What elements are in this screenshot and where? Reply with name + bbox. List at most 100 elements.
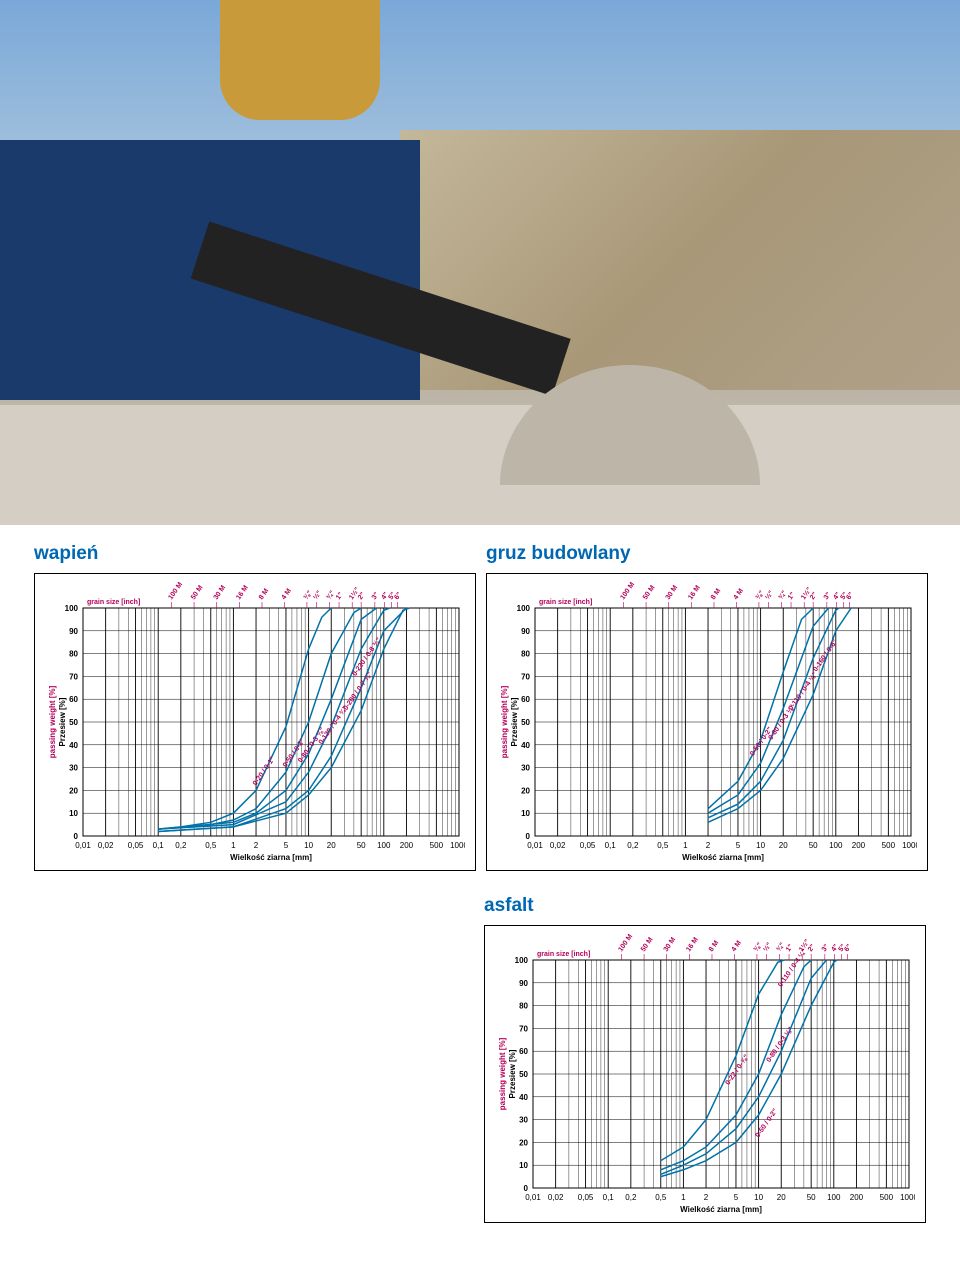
svg-text:6": 6" <box>845 591 855 601</box>
svg-text:Wielkość ziarna [mm]: Wielkość ziarna [mm] <box>230 853 312 862</box>
svg-text:50: 50 <box>809 841 818 850</box>
svg-text:80: 80 <box>519 1002 528 1011</box>
svg-text:2: 2 <box>254 841 259 850</box>
svg-text:0: 0 <box>526 832 531 841</box>
chart-svg-gruz: 01020304050607080901000,010,020,050,10,2… <box>497 580 917 870</box>
chart-svg-wapien: 01020304050607080901000,010,020,050,10,2… <box>45 580 465 870</box>
svg-text:1000: 1000 <box>900 1193 915 1202</box>
svg-text:5: 5 <box>736 841 741 850</box>
svg-text:0: 0 <box>524 1184 529 1193</box>
svg-text:1: 1 <box>231 841 236 850</box>
hero-bucket <box>220 0 380 120</box>
svg-text:0,02: 0,02 <box>550 841 566 850</box>
hero-image <box>0 0 960 525</box>
svg-text:grain size [inch]: grain size [inch] <box>537 951 590 958</box>
svg-text:500: 500 <box>882 841 896 850</box>
svg-text:0,01: 0,01 <box>75 841 91 850</box>
svg-text:60: 60 <box>69 695 78 704</box>
svg-text:Wielkość ziarna [mm]: Wielkość ziarna [mm] <box>682 853 764 862</box>
svg-text:1": 1" <box>785 943 795 953</box>
svg-text:100: 100 <box>827 1193 841 1202</box>
svg-text:0,2: 0,2 <box>625 1193 637 1202</box>
svg-text:0,5: 0,5 <box>205 841 217 850</box>
chart-title-wapien: wapień <box>34 543 476 565</box>
svg-text:½": ½" <box>761 941 773 953</box>
chart-asfalt-col: asfalt 01020304050607080901000,010,020,0… <box>484 895 926 1223</box>
svg-text:0,1: 0,1 <box>153 841 165 850</box>
svg-text:30 M: 30 M <box>665 584 680 601</box>
svg-text:3": 3" <box>821 943 831 953</box>
svg-text:6": 6" <box>393 591 403 601</box>
svg-text:100 M: 100 M <box>617 933 634 953</box>
svg-text:100: 100 <box>515 956 529 965</box>
svg-text:50 M: 50 M <box>642 584 657 601</box>
svg-text:90: 90 <box>519 979 528 988</box>
svg-text:16 M: 16 M <box>687 584 702 601</box>
svg-text:passing weight [%]Przesiew [%]: passing weight [%]Przesiew [%] <box>48 685 67 758</box>
svg-text:200: 200 <box>400 841 414 850</box>
svg-text:70: 70 <box>521 672 530 681</box>
chart-frame-wapien: 01020304050607080901000,010,020,050,10,2… <box>34 573 476 871</box>
svg-text:0,2: 0,2 <box>175 841 187 850</box>
svg-text:16 M: 16 M <box>685 936 700 953</box>
svg-text:50: 50 <box>69 718 78 727</box>
svg-text:4 M: 4 M <box>731 939 744 953</box>
hero-ground <box>0 405 960 525</box>
chart-svg-asfalt: 01020304050607080901000,010,020,050,10,2… <box>495 932 915 1222</box>
svg-text:½": ½" <box>763 589 775 601</box>
svg-text:10: 10 <box>756 841 765 850</box>
svg-text:20: 20 <box>521 786 530 795</box>
svg-text:8 M: 8 M <box>710 587 723 601</box>
charts-row-1: wapień 01020304050607080901000,010,020,0… <box>0 525 960 877</box>
svg-text:4 M: 4 M <box>733 587 746 601</box>
svg-text:1: 1 <box>683 841 688 850</box>
svg-text:1000: 1000 <box>902 841 917 850</box>
svg-text:0,2: 0,2 <box>627 841 639 850</box>
svg-text:80: 80 <box>69 650 78 659</box>
svg-text:500: 500 <box>880 1193 894 1202</box>
chart-gruz-col: gruz budowlany 01020304050607080901000,0… <box>486 543 928 871</box>
svg-text:0,02: 0,02 <box>98 841 114 850</box>
svg-text:20: 20 <box>69 786 78 795</box>
chart-empty-col <box>34 895 474 1223</box>
svg-text:0,05: 0,05 <box>578 1193 594 1202</box>
svg-text:passing weight [%]Przesiew [%]: passing weight [%]Przesiew [%] <box>498 1037 517 1110</box>
svg-text:⅜": ⅜" <box>755 590 766 602</box>
svg-text:0-160 / 0-6": 0-160 / 0-6" <box>812 639 839 673</box>
svg-text:¾": ¾" <box>325 589 337 601</box>
svg-text:100: 100 <box>377 841 391 850</box>
svg-text:10: 10 <box>69 809 78 818</box>
svg-text:30: 30 <box>519 1116 528 1125</box>
chart-frame-asfalt: 01020304050607080901000,010,020,050,10,2… <box>484 925 926 1223</box>
svg-text:60: 60 <box>519 1047 528 1056</box>
svg-text:Wielkość ziarna [mm]: Wielkość ziarna [mm] <box>680 1205 762 1214</box>
svg-text:100: 100 <box>65 604 79 613</box>
chart-title-gruz: gruz budowlany <box>486 543 928 565</box>
chart-wapien-col: wapień 01020304050607080901000,010,020,0… <box>34 543 476 871</box>
svg-text:0: 0 <box>74 832 79 841</box>
svg-text:¾": ¾" <box>777 589 789 601</box>
svg-text:1000: 1000 <box>450 841 465 850</box>
svg-text:0,5: 0,5 <box>657 841 669 850</box>
svg-text:0,01: 0,01 <box>527 841 543 850</box>
svg-text:100 M: 100 M <box>619 581 636 601</box>
svg-text:0,1: 0,1 <box>605 841 617 850</box>
svg-text:100: 100 <box>829 841 843 850</box>
svg-text:0,05: 0,05 <box>128 841 144 850</box>
svg-text:30 M: 30 M <box>663 936 678 953</box>
svg-text:0-220 / 0-8 ¾": 0-220 / 0-8 ¾" <box>351 636 383 677</box>
svg-text:90: 90 <box>521 627 530 636</box>
svg-text:grain size [inch]: grain size [inch] <box>539 599 592 606</box>
svg-text:50 M: 50 M <box>190 584 205 601</box>
svg-text:10: 10 <box>754 1193 763 1202</box>
svg-text:1": 1" <box>335 591 345 601</box>
svg-text:20: 20 <box>327 841 336 850</box>
svg-text:4 M: 4 M <box>281 587 294 601</box>
svg-text:8 M: 8 M <box>708 939 721 953</box>
svg-text:60: 60 <box>521 695 530 704</box>
svg-text:20: 20 <box>519 1138 528 1147</box>
svg-text:80: 80 <box>521 650 530 659</box>
svg-text:200: 200 <box>852 841 866 850</box>
svg-text:1": 1" <box>787 591 797 601</box>
svg-text:10: 10 <box>521 809 530 818</box>
